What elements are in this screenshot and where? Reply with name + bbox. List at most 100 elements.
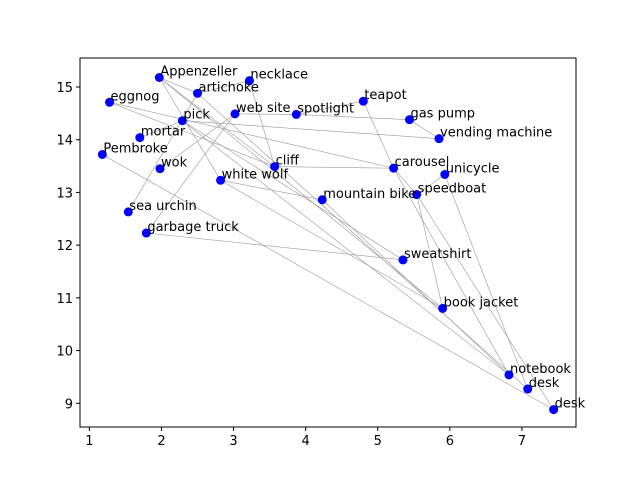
scatter-point — [154, 73, 164, 83]
y-tick-label: 10 — [56, 345, 73, 360]
edge-line — [220, 180, 443, 309]
edge-line — [416, 194, 554, 410]
scatter-point — [216, 175, 226, 185]
point-label: Pembroke — [103, 141, 167, 156]
x-tick-label: 5 — [374, 434, 382, 449]
edge-line — [102, 154, 554, 410]
point-label: necklace — [250, 68, 308, 83]
edge-line — [197, 80, 250, 94]
edge-line — [444, 174, 528, 390]
edge-line — [182, 120, 440, 139]
point-label: pick — [183, 108, 210, 123]
edge-line — [159, 77, 198, 94]
edge-line — [322, 199, 510, 376]
x-tick-label: 6 — [446, 434, 454, 449]
point-label: notebook — [510, 362, 571, 377]
y-tick-label: 12 — [56, 239, 73, 254]
scatter-point — [135, 133, 145, 143]
point-label: gas pump — [410, 107, 475, 122]
y-tick-label: 14 — [56, 134, 73, 149]
edge-line — [146, 232, 404, 261]
edge-line — [274, 166, 394, 169]
edge-line — [220, 180, 323, 201]
edge-line — [139, 120, 183, 138]
edge-line — [296, 114, 410, 120]
edges-layer — [102, 77, 554, 410]
point-label: web site — [236, 101, 291, 116]
edge-line — [159, 77, 443, 309]
edge-line — [409, 119, 440, 139]
edge-line — [249, 80, 275, 167]
scatter-point — [155, 164, 165, 174]
scatter-point — [317, 195, 327, 205]
x-tick-label: 2 — [157, 434, 165, 449]
scatter-point — [291, 109, 301, 119]
edge-line — [109, 102, 275, 167]
scatter-point — [504, 370, 514, 380]
edge-line — [393, 167, 417, 195]
point-label: spotlight — [297, 101, 354, 116]
point-label: desk — [529, 376, 560, 391]
point-label: white wolf — [222, 167, 289, 182]
scatter-point — [97, 149, 107, 159]
scatter-point — [434, 134, 444, 144]
point-label: eggnog — [111, 89, 160, 104]
point-label: garbage truck — [147, 220, 239, 235]
plot-frame — [79, 57, 577, 428]
edge-line — [296, 100, 364, 115]
scatter-point — [412, 190, 422, 200]
edge-line — [146, 113, 236, 234]
scatter-point — [244, 76, 254, 86]
point-label: cliff — [276, 154, 300, 169]
point-label: unicycle — [446, 161, 500, 176]
point-label: mountain bike — [323, 187, 416, 202]
edge-line — [159, 113, 236, 169]
point-label: Appenzeller — [160, 65, 238, 80]
scatter-point — [523, 384, 533, 394]
point-label: vending machine — [440, 126, 552, 141]
edge-line — [234, 113, 297, 115]
edge-line — [159, 77, 221, 181]
edge-line — [416, 174, 445, 195]
scatter-point — [230, 109, 240, 119]
scatter-point — [549, 405, 559, 415]
point-label: book jacket — [444, 295, 519, 310]
point-label: sweatshirt — [404, 247, 472, 262]
x-tick-label: 7 — [518, 434, 526, 449]
point-label: desk — [555, 397, 586, 412]
point-label: speedboat — [418, 182, 487, 197]
scatter-point — [438, 303, 448, 313]
point-label: sea urchin — [129, 199, 196, 214]
x-axis: 1 2 3 4 5 6 7 — [85, 427, 526, 449]
edge-line — [182, 120, 510, 376]
point-label: carousel — [395, 155, 450, 170]
edge-line — [197, 93, 528, 390]
y-tick-label: 13 — [56, 186, 73, 201]
points-layer — [97, 73, 559, 415]
edge-line — [182, 120, 404, 261]
scatter-point — [270, 162, 280, 172]
scatter-point — [440, 169, 450, 179]
point-label: teapot — [364, 88, 406, 103]
y-tick-label: 9 — [65, 397, 73, 412]
point-label: artichoke — [199, 80, 259, 95]
scatter-point — [389, 163, 399, 173]
scatter-point — [141, 228, 151, 238]
x-tick-label: 3 — [229, 434, 237, 449]
edge-line — [159, 77, 275, 167]
edge-line — [109, 101, 394, 169]
edge-line — [416, 194, 443, 309]
scatter-point — [398, 255, 408, 265]
y-tick-label: 11 — [56, 292, 73, 307]
scatter-point — [404, 115, 414, 125]
edge-line — [128, 93, 198, 213]
scatter-point — [105, 97, 115, 107]
point-label: wok — [161, 156, 188, 171]
y-axis: 9 10 11 12 13 14 15 — [56, 81, 80, 412]
x-tick-label: 1 — [85, 434, 93, 449]
scatter-point — [358, 96, 368, 106]
y-tick-label: 15 — [56, 81, 73, 96]
